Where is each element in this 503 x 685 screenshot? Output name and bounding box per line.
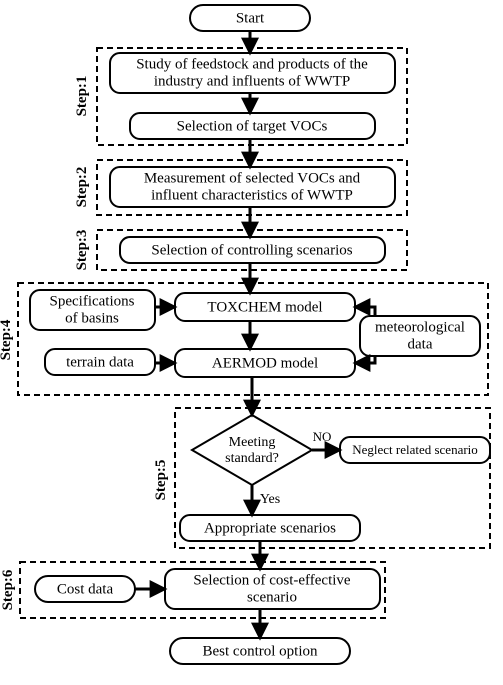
spec-line1: Specifications [50,293,135,309]
step1-label: Step:1 [74,76,90,117]
neglect-label: Neglect related scenario [352,442,478,457]
costeff-line1: Selection of cost-effective [193,572,350,588]
step4-label: Step:4 [0,319,14,360]
no-label: NO [313,429,332,444]
met-line1: meteorological [375,319,465,335]
spec-line2: of basins [65,310,119,326]
terrain-label: terrain data [66,354,134,370]
step2-label: Step:2 [74,167,90,208]
start-label: Start [236,10,265,26]
appropriate-label: Appropriate scenarios [204,520,336,536]
select-voc-label: Selection of target VOCs [177,118,328,134]
step3-label: Step:3 [74,230,90,271]
edge-met-aermod [356,356,375,363]
scenarios-label: Selection of controlling scenarios [151,242,352,258]
aermod-label: AERMOD model [212,355,318,371]
cost-label: Cost data [57,581,114,597]
measure-line1: Measurement of selected VOCs and [144,170,361,186]
study-line2: industry and influents of WWTP [154,73,350,89]
decision-line2: standard? [225,451,279,466]
decision-line1: Meeting [229,435,276,450]
step5-label: Step:5 [153,460,169,501]
toxchem-label: TOXCHEM model [207,299,322,315]
measure-line2: influent characteristics of WWTP [151,187,353,203]
yes-label: Yes [260,492,280,507]
best-label: Best control option [203,643,318,659]
step6-label: Step:6 [0,569,16,610]
costeff-line2: scenario [247,589,297,605]
study-line1: Study of feedstock and products of the [136,56,368,72]
met-line2: data [408,336,433,352]
edge-met-toxchem [356,307,375,316]
